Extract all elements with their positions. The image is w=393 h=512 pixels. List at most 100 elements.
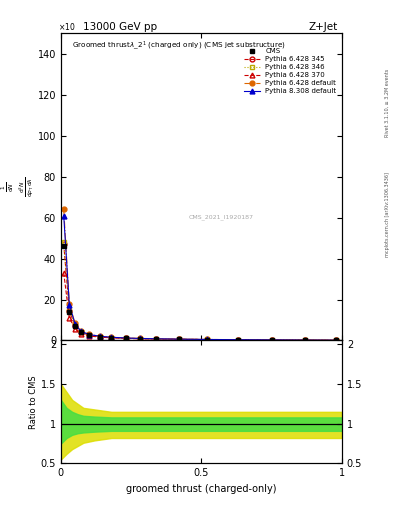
Pythia 6.428 default bbox=[269, 337, 274, 343]
Pythia 6.428 370 bbox=[235, 337, 240, 343]
Pythia 6.428 346 bbox=[67, 307, 72, 313]
Pythia 6.428 345 bbox=[73, 323, 77, 329]
Pythia 6.428 default bbox=[334, 337, 339, 343]
CMS bbox=[176, 336, 181, 343]
CMS bbox=[61, 243, 66, 249]
Pythia 6.428 370 bbox=[303, 337, 308, 343]
Pythia 6.428 346 bbox=[334, 337, 339, 343]
CMS bbox=[303, 337, 308, 343]
CMS bbox=[123, 335, 128, 342]
CMS bbox=[98, 334, 103, 340]
Pythia 6.428 370 bbox=[123, 335, 128, 342]
CMS bbox=[137, 335, 142, 342]
Pythia 8.308 default bbox=[61, 212, 66, 219]
Line: Pythia 8.308 default: Pythia 8.308 default bbox=[61, 213, 339, 343]
Pythia 6.428 346 bbox=[235, 336, 240, 343]
Pythia 6.428 370 bbox=[78, 330, 83, 336]
Pythia 6.428 default bbox=[235, 336, 240, 343]
CMS bbox=[86, 332, 91, 338]
Pythia 6.428 345 bbox=[78, 329, 83, 335]
Pythia 6.428 370 bbox=[269, 337, 274, 343]
Pythia 6.428 346 bbox=[205, 336, 209, 343]
Pythia 6.428 346 bbox=[137, 335, 142, 342]
Pythia 6.428 346 bbox=[61, 239, 66, 245]
Line: Pythia 6.428 346: Pythia 6.428 346 bbox=[61, 240, 339, 343]
Pythia 8.308 default bbox=[109, 334, 114, 340]
Pythia 6.428 346 bbox=[109, 334, 114, 340]
Pythia 8.308 default bbox=[176, 336, 181, 342]
Pythia 8.308 default bbox=[205, 336, 209, 343]
Pythia 6.428 370 bbox=[334, 337, 339, 344]
Pythia 6.428 370 bbox=[137, 336, 142, 342]
Pythia 6.428 default bbox=[98, 333, 103, 339]
Pythia 6.428 370 bbox=[205, 336, 209, 343]
Text: Rivet 3.1.10, ≥ 3.2M events: Rivet 3.1.10, ≥ 3.2M events bbox=[385, 68, 390, 137]
Y-axis label: Ratio to CMS: Ratio to CMS bbox=[29, 375, 38, 429]
Pythia 6.428 345 bbox=[67, 308, 72, 314]
Pythia 8.308 default bbox=[123, 335, 128, 341]
Pythia 8.308 default bbox=[86, 331, 91, 337]
Text: mcplots.cern.ch [arXiv:1306.3436]: mcplots.cern.ch [arXiv:1306.3436] bbox=[385, 173, 390, 258]
Pythia 6.428 default bbox=[176, 336, 181, 342]
Pythia 6.428 346 bbox=[86, 332, 91, 338]
Pythia 6.428 345 bbox=[86, 332, 91, 338]
Pythia 6.428 345 bbox=[154, 336, 159, 342]
Pythia 6.428 default bbox=[78, 328, 83, 334]
CMS bbox=[154, 336, 159, 342]
Pythia 6.428 346 bbox=[176, 336, 181, 342]
CMS bbox=[205, 336, 209, 343]
Pythia 6.428 345 bbox=[235, 337, 240, 343]
Pythia 8.308 default bbox=[78, 328, 83, 334]
Pythia 6.428 370 bbox=[67, 315, 72, 321]
Pythia 6.428 370 bbox=[86, 333, 91, 339]
Pythia 8.308 default bbox=[98, 333, 103, 339]
Pythia 6.428 370 bbox=[154, 336, 159, 342]
Pythia 6.428 default bbox=[86, 331, 91, 337]
Pythia 6.428 346 bbox=[154, 336, 159, 342]
Pythia 6.428 default bbox=[205, 336, 209, 343]
Text: CMS_2021_I1920187: CMS_2021_I1920187 bbox=[189, 215, 253, 221]
Pythia 8.308 default bbox=[154, 336, 159, 342]
CMS bbox=[269, 337, 274, 343]
Pythia 6.428 345 bbox=[137, 335, 142, 342]
Y-axis label: $\frac{1}{\mathrm{d}N}$
$\frac{\mathrm{d}^2 N}{\mathrm{d}p_\mathrm{T}\,\mathrm{d: $\frac{1}{\mathrm{d}N}$ $\frac{\mathrm{d… bbox=[0, 177, 36, 197]
Pythia 6.428 346 bbox=[303, 337, 308, 343]
Pythia 8.308 default bbox=[235, 336, 240, 343]
Pythia 6.428 345 bbox=[205, 336, 209, 343]
Pythia 6.428 345 bbox=[176, 336, 181, 343]
Pythia 8.308 default bbox=[269, 337, 274, 343]
CMS bbox=[109, 334, 114, 340]
Pythia 8.308 default bbox=[303, 337, 308, 343]
Pythia 6.428 370 bbox=[73, 326, 77, 332]
Pythia 8.308 default bbox=[334, 337, 339, 343]
Pythia 8.308 default bbox=[73, 321, 77, 327]
Text: Groomed thrust$\lambda\_2^1$ (charged only) (CMS jet substructure): Groomed thrust$\lambda\_2^1$ (charged on… bbox=[72, 39, 286, 52]
Pythia 6.428 default bbox=[61, 206, 66, 212]
Pythia 6.428 370 bbox=[176, 336, 181, 343]
Pythia 6.428 345 bbox=[123, 335, 128, 342]
Pythia 6.428 370 bbox=[109, 335, 114, 341]
Pythia 6.428 default bbox=[154, 336, 159, 342]
Pythia 6.428 default bbox=[137, 335, 142, 342]
Pythia 6.428 345 bbox=[98, 334, 103, 340]
Pythia 6.428 345 bbox=[303, 337, 308, 343]
Pythia 6.428 346 bbox=[269, 337, 274, 343]
Pythia 6.428 346 bbox=[78, 329, 83, 335]
CMS bbox=[67, 309, 72, 315]
Pythia 6.428 default bbox=[303, 337, 308, 343]
Pythia 6.428 370 bbox=[61, 270, 66, 276]
Pythia 6.428 345 bbox=[334, 337, 339, 343]
CMS bbox=[334, 337, 339, 344]
Line: CMS: CMS bbox=[61, 244, 339, 343]
Pythia 6.428 default bbox=[73, 320, 77, 326]
Pythia 6.428 346 bbox=[98, 333, 103, 339]
X-axis label: groomed thrust (charged-only): groomed thrust (charged-only) bbox=[126, 484, 277, 494]
Pythia 8.308 default bbox=[137, 335, 142, 342]
Pythia 6.428 370 bbox=[98, 334, 103, 340]
Text: $\times 10$: $\times 10$ bbox=[58, 21, 76, 32]
Pythia 6.428 345 bbox=[61, 241, 66, 247]
Pythia 6.428 346 bbox=[73, 322, 77, 328]
Line: Pythia 6.428 370: Pythia 6.428 370 bbox=[61, 270, 339, 343]
Line: Pythia 6.428 default: Pythia 6.428 default bbox=[61, 207, 339, 343]
Text: 13000 GeV pp: 13000 GeV pp bbox=[83, 22, 157, 32]
